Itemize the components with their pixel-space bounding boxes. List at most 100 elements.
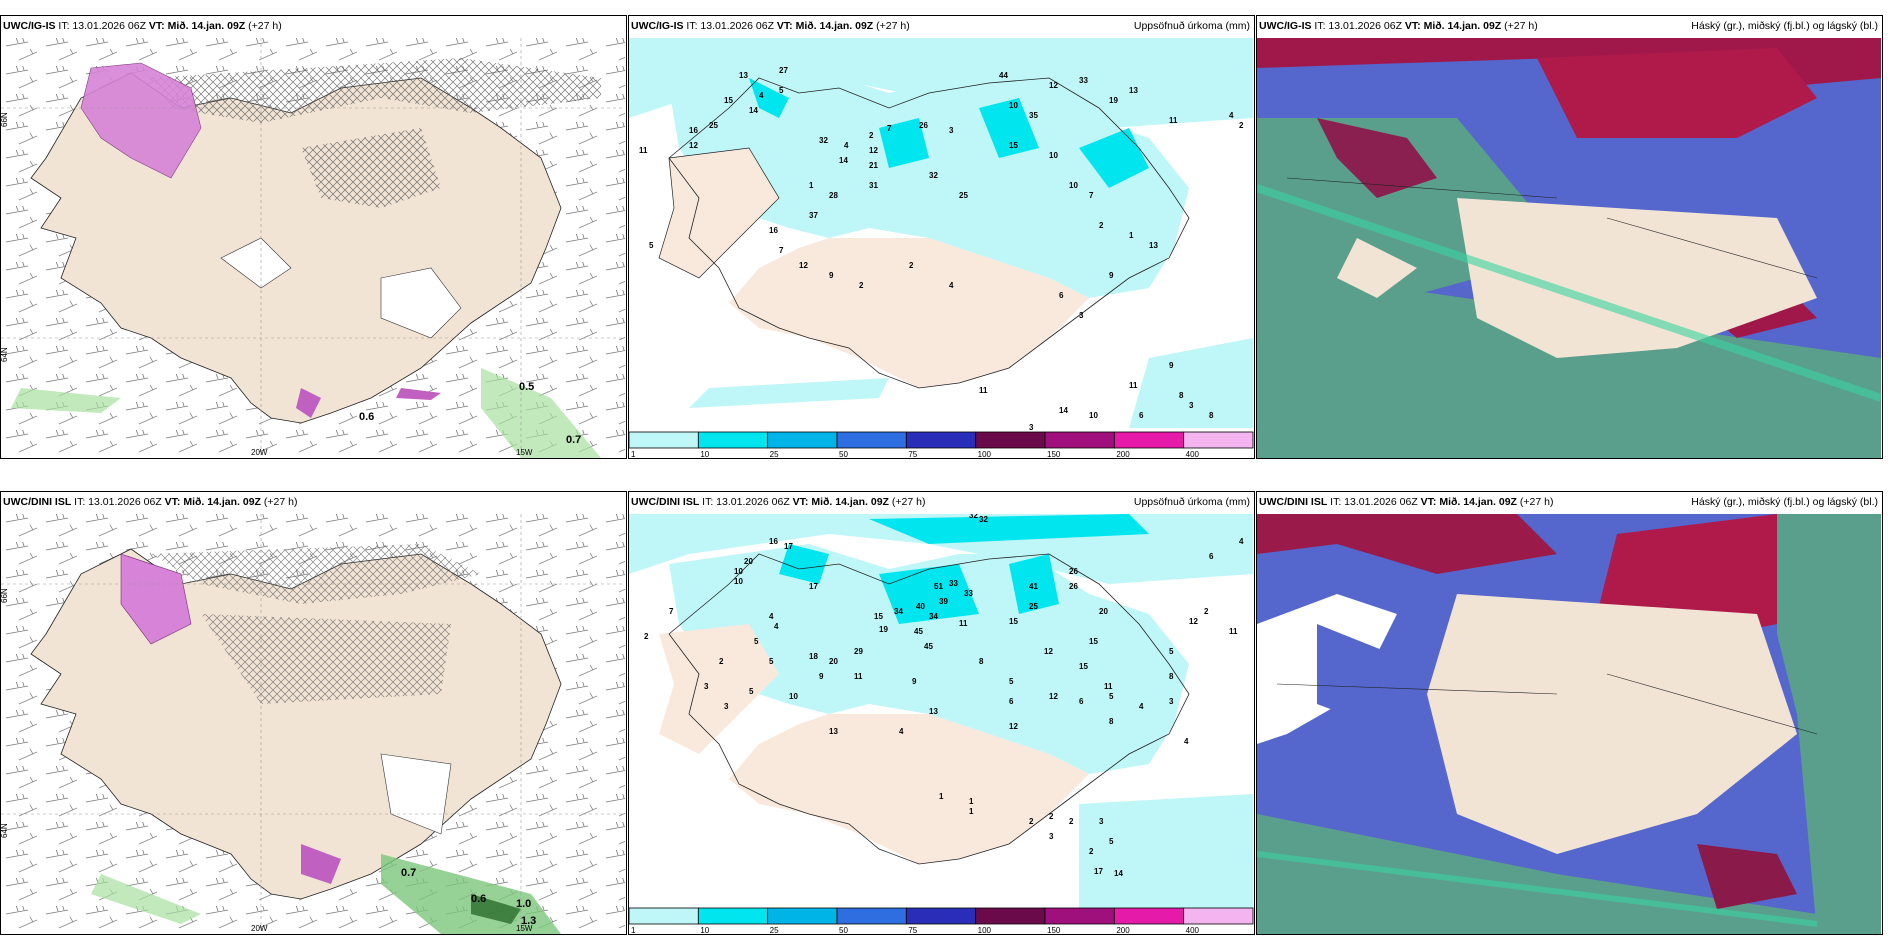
wind-map: 66N 64N 20W 15W 0.7 0.6 1.0 1.3 <box>1 514 625 934</box>
colorbar-tick: 150 <box>1047 926 1061 934</box>
svg-text:11: 11 <box>1169 116 1178 125</box>
svg-text:12: 12 <box>689 141 698 150</box>
svg-text:10: 10 <box>1089 411 1098 420</box>
colorbar-tick: 75 <box>908 450 917 458</box>
wind-label: 0.7 <box>401 867 416 879</box>
svg-text:8: 8 <box>1169 672 1174 681</box>
svg-text:2: 2 <box>1069 817 1074 826</box>
wind-label: 1.0 <box>516 898 531 910</box>
svg-text:12: 12 <box>1049 81 1058 90</box>
colorbar-tick: 10 <box>700 926 709 934</box>
svg-text:45: 45 <box>914 627 923 636</box>
svg-text:37: 37 <box>809 211 818 220</box>
svg-text:9: 9 <box>912 677 917 686</box>
colorbar-swatch <box>1183 907 1254 925</box>
svg-text:32: 32 <box>979 515 988 524</box>
panel-subtitle: Háský (gr.), miðský (fj.bl.) og lágský (… <box>1691 496 1878 508</box>
colorbar-tick: 100 <box>978 926 992 934</box>
svg-text:21: 21 <box>869 161 878 170</box>
svg-text:17: 17 <box>1094 867 1103 876</box>
colorbar-tick: 50 <box>839 926 848 934</box>
svg-text:16: 16 <box>689 126 698 135</box>
svg-text:2: 2 <box>1204 607 1209 616</box>
svg-text:8: 8 <box>1109 717 1114 726</box>
svg-text:3: 3 <box>1079 311 1084 320</box>
panel-header: UWC/IG-IS IT: 13.01.2026 06Z VT: Mið. 14… <box>1259 20 1538 32</box>
colorbar-swatch <box>1183 431 1254 449</box>
svg-text:32: 32 <box>819 136 828 145</box>
svg-text:26: 26 <box>919 121 928 130</box>
svg-text:33: 33 <box>1079 76 1088 85</box>
colorbar-tick: 400 <box>1186 926 1200 934</box>
svg-text:17: 17 <box>809 582 818 591</box>
svg-text:2: 2 <box>869 131 874 140</box>
colorbar-tick: 100 <box>978 450 992 458</box>
colorbar-swatch <box>697 907 769 925</box>
svg-text:2: 2 <box>1049 812 1054 821</box>
svg-text:34: 34 <box>894 607 903 616</box>
svg-text:11: 11 <box>854 672 863 681</box>
svg-text:1: 1 <box>1129 231 1134 240</box>
panel-subtitle: Háský (gr.), miðský (fj.bl.) og lágský (… <box>1691 20 1878 32</box>
svg-text:20: 20 <box>744 557 753 566</box>
colorbar-tick: 75 <box>908 926 917 934</box>
colorbar-swatch <box>905 907 977 925</box>
wind-map: 66N 64N 20W 15W 0.5 0.7 0.6 <box>1 38 625 458</box>
colorbar-swatch <box>697 431 769 449</box>
panel-header: UWC/DINI ISL IT: 13.01.2026 06Z VT: Mið.… <box>631 496 926 508</box>
svg-text:6: 6 <box>1209 552 1214 561</box>
svg-text:9: 9 <box>819 672 824 681</box>
svg-text:32: 32 <box>929 171 938 180</box>
svg-text:13: 13 <box>829 727 838 736</box>
lon-label-20: 20W <box>251 448 268 457</box>
svg-text:15: 15 <box>1089 637 1098 646</box>
colorbar-tick: 200 <box>1116 450 1130 458</box>
svg-text:19: 19 <box>879 625 888 634</box>
svg-text:14: 14 <box>749 106 758 115</box>
svg-text:33: 33 <box>949 579 958 588</box>
wind-label: 0.7 <box>566 434 581 446</box>
svg-text:10: 10 <box>1009 101 1018 110</box>
svg-text:1: 1 <box>809 181 814 190</box>
svg-text:16: 16 <box>769 537 778 546</box>
svg-text:11: 11 <box>959 619 968 628</box>
colorbar-tick: 200 <box>1116 926 1130 934</box>
colorbar-swatch <box>1044 431 1115 449</box>
svg-text:33: 33 <box>964 589 973 598</box>
svg-text:2: 2 <box>719 657 724 666</box>
svg-text:3: 3 <box>724 702 729 711</box>
svg-text:8: 8 <box>1179 391 1184 400</box>
colorbar: 1 10 25 50 75 100 150 200 400 <box>629 907 1254 934</box>
svg-text:5: 5 <box>779 86 784 95</box>
svg-text:41: 41 <box>1029 582 1038 591</box>
panel-precip-dini: UWC/DINI ISL IT: 13.01.2026 06Z VT: Mið.… <box>628 491 1255 935</box>
svg-text:6: 6 <box>1059 291 1064 300</box>
svg-text:4: 4 <box>774 622 779 631</box>
svg-text:7: 7 <box>887 124 892 133</box>
svg-text:11: 11 <box>1129 381 1138 390</box>
svg-text:12: 12 <box>1049 692 1058 701</box>
svg-text:9: 9 <box>1109 271 1114 280</box>
svg-text:14: 14 <box>839 156 848 165</box>
colorbar-tick: 25 <box>770 926 779 934</box>
svg-text:2: 2 <box>879 431 884 432</box>
colorbar-swatch <box>975 907 1046 925</box>
colorbar-swatch <box>767 907 838 925</box>
lon-label-15: 15W <box>516 924 533 933</box>
svg-text:4: 4 <box>1139 702 1144 711</box>
svg-text:35: 35 <box>1029 111 1038 120</box>
svg-text:3: 3 <box>1049 832 1054 841</box>
panel-precip-igis: UWC/IG-IS IT: 13.01.2026 06Z VT: Mið. 14… <box>628 15 1255 459</box>
svg-text:5: 5 <box>749 687 754 696</box>
svg-text:12: 12 <box>1009 722 1018 731</box>
svg-text:4: 4 <box>949 281 954 290</box>
wind-label: 0.5 <box>519 381 534 393</box>
colorbar-swatch <box>767 431 838 449</box>
svg-text:4: 4 <box>759 91 764 100</box>
svg-text:25: 25 <box>1029 602 1038 611</box>
panel-clouds-igis: UWC/IG-IS IT: 13.01.2026 06Z VT: Mið. 14… <box>1256 15 1883 459</box>
svg-text:3: 3 <box>704 682 709 691</box>
colorbar-swatch <box>1044 907 1115 925</box>
svg-text:31: 31 <box>869 181 878 190</box>
